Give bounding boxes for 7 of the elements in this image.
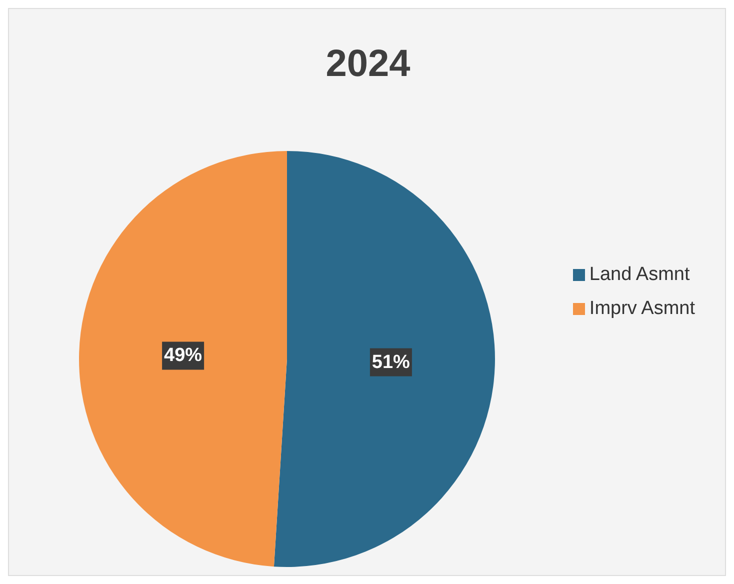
pie-slice [79, 151, 287, 567]
chart-title: 2024 [324, 43, 412, 86]
pie-slice [274, 151, 495, 567]
legend-label: Land Asmnt [589, 264, 690, 285]
data-label: 49% [164, 345, 202, 366]
legend-label: Imprv Asmnt [589, 298, 695, 319]
data-label: 51% [372, 352, 410, 373]
